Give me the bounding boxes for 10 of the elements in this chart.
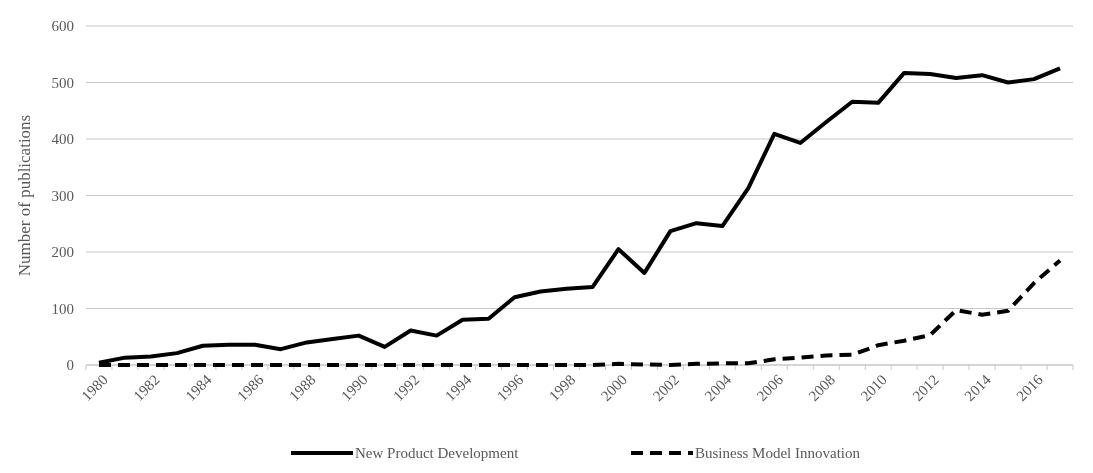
legend-label: New Product Development (355, 445, 520, 462)
legend-label: Business Model Innovation (695, 445, 861, 462)
y-tick-label: 500 (51, 74, 74, 91)
y-tick-label: 300 (51, 187, 74, 204)
y-tick-label: 200 (51, 244, 74, 261)
y-tick-label: 600 (51, 18, 74, 35)
y-tick-label: 400 (51, 131, 74, 148)
y-tick-label: 100 (51, 300, 74, 317)
y-tick-label: 0 (66, 357, 74, 374)
y-axis-title: Number of publications (15, 114, 34, 277)
